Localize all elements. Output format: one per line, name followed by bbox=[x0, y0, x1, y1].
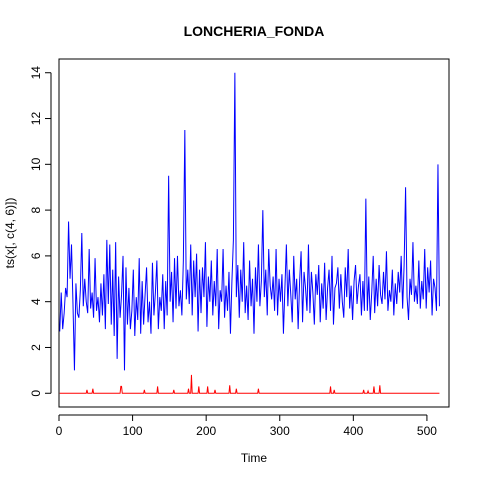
y-tick-label: 8 bbox=[29, 206, 43, 213]
x-tick-label: 300 bbox=[270, 424, 290, 438]
y-tick-label: 0 bbox=[29, 390, 43, 397]
x-tick-label: 500 bbox=[417, 424, 437, 438]
x-tick-label: 200 bbox=[196, 424, 216, 438]
y-tick-label: 14 bbox=[29, 66, 43, 80]
y-tick-label: 4 bbox=[29, 298, 43, 305]
y-tick-label: 2 bbox=[29, 344, 43, 351]
y-axis-title: ts(x[, c(4, 6)]) bbox=[3, 198, 17, 269]
y-tick-label: 6 bbox=[29, 252, 43, 259]
y-tick-label: 12 bbox=[29, 112, 43, 126]
x-tick-label: 0 bbox=[56, 424, 63, 438]
chart-title: LONCHERIA_FONDA bbox=[184, 23, 325, 39]
x-tick-label: 100 bbox=[123, 424, 143, 438]
y-tick-label: 10 bbox=[29, 157, 43, 171]
x-tick-label: 400 bbox=[343, 424, 363, 438]
x-axis-title: Time bbox=[241, 451, 268, 465]
